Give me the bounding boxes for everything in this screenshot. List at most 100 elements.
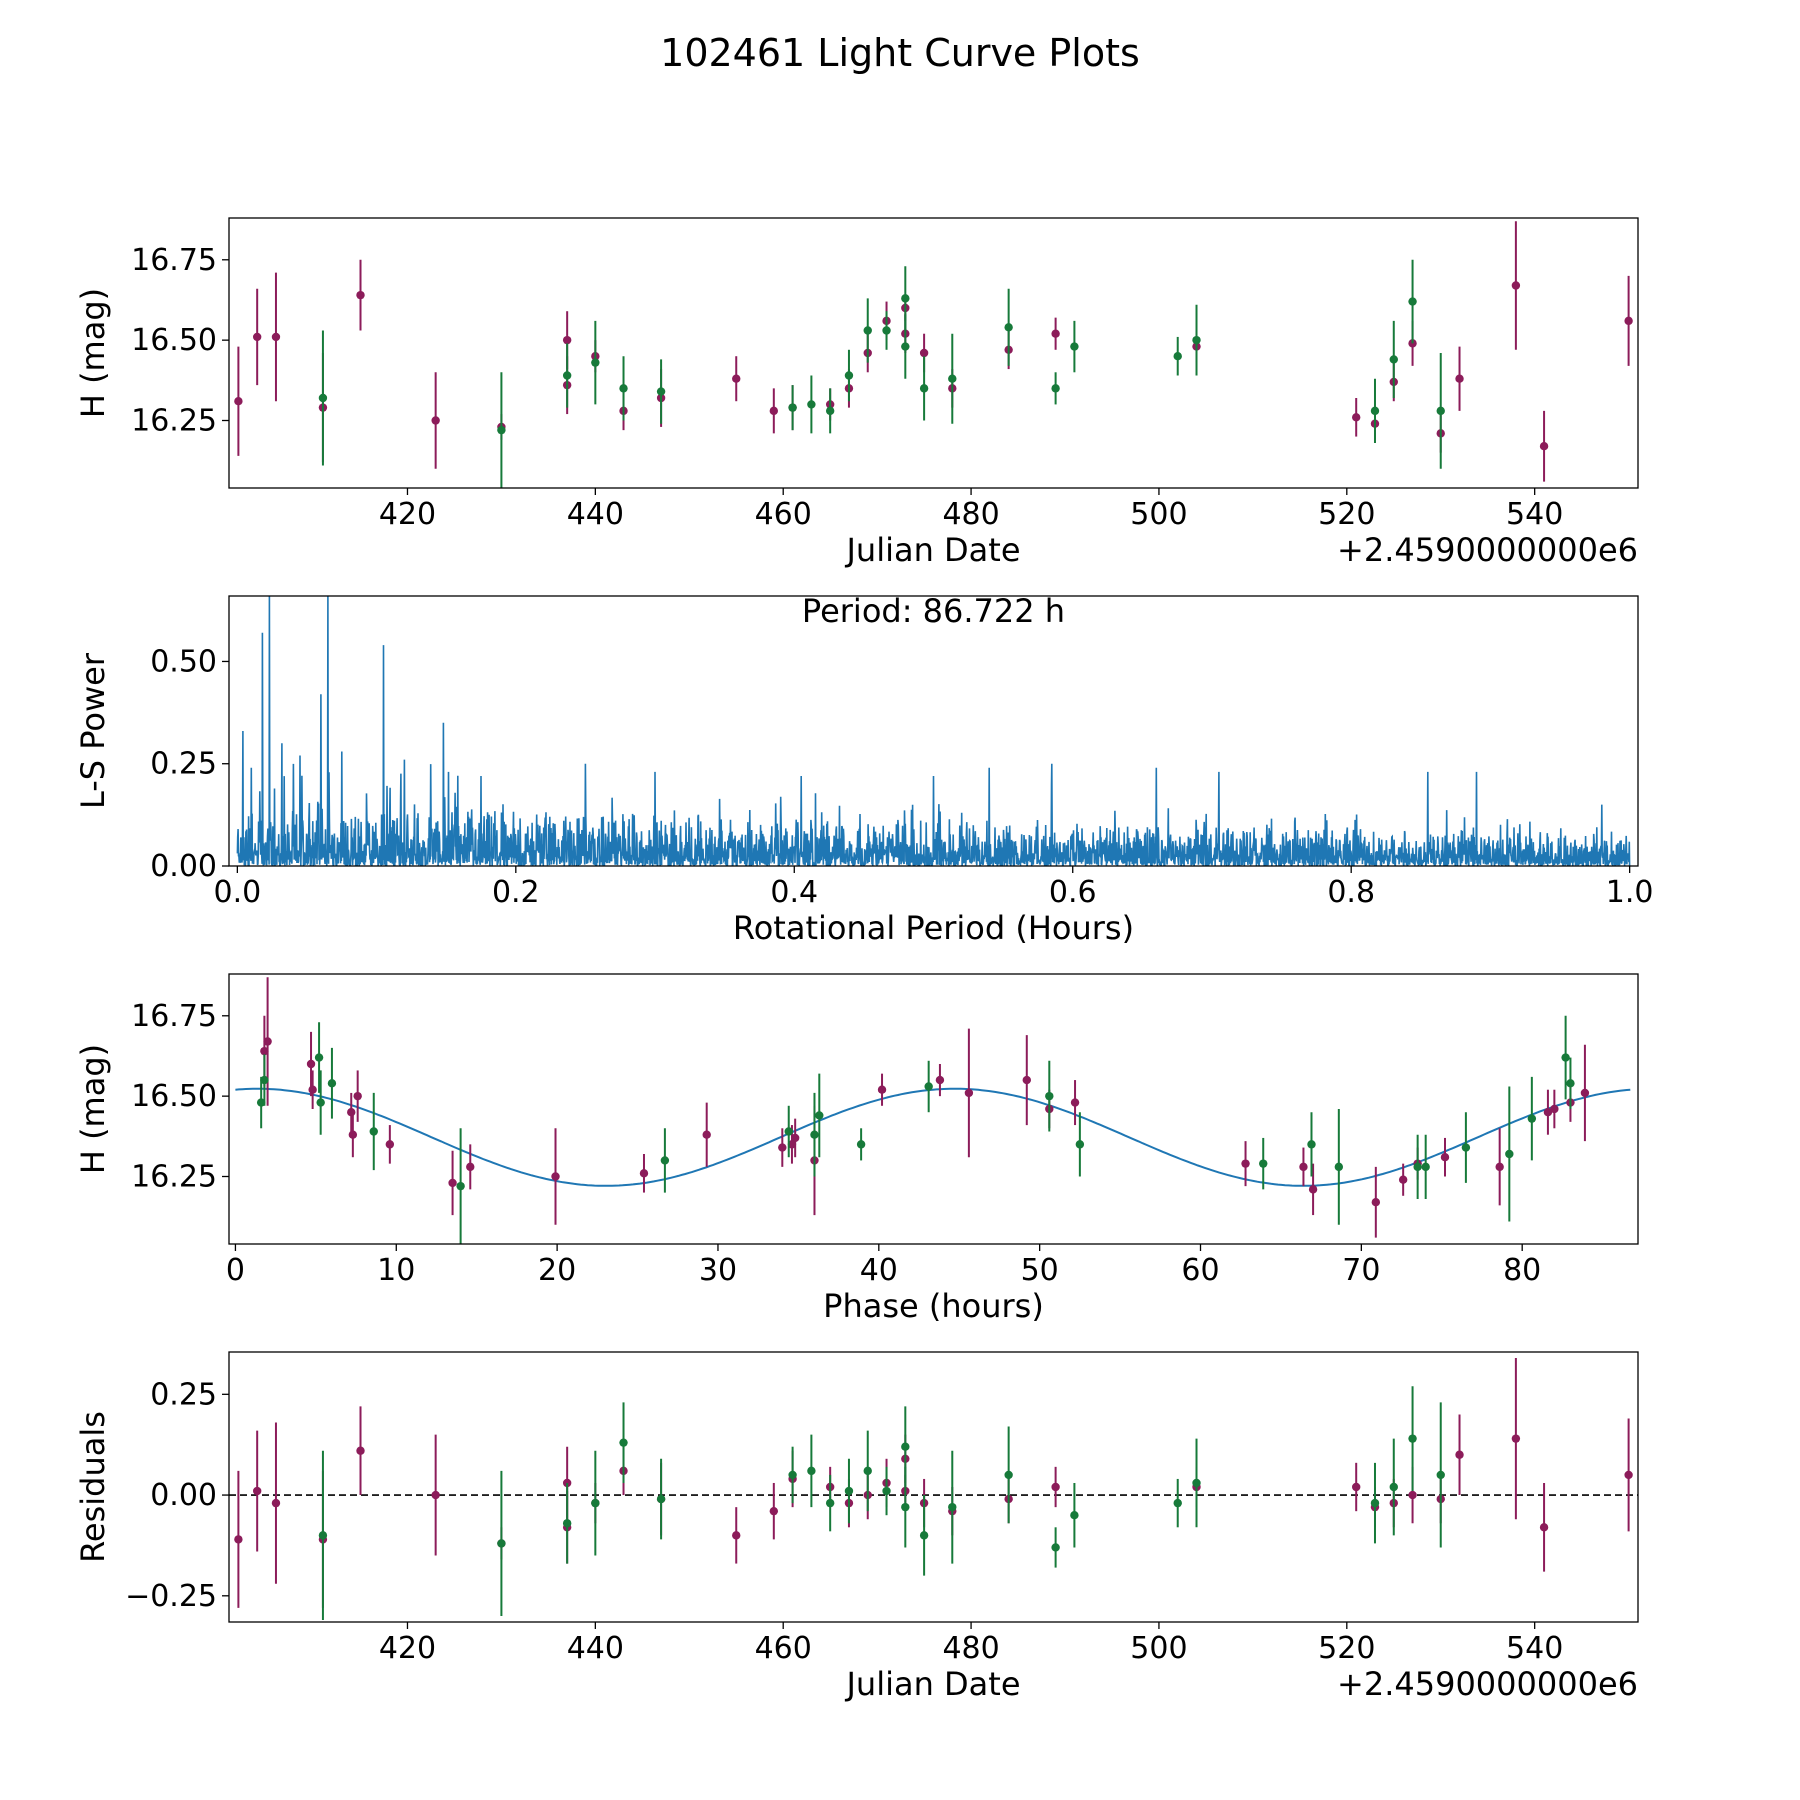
data-point [1051,1482,1060,1492]
data-point [1308,1185,1318,1194]
data-point [1259,1159,1268,1168]
data-point [619,384,628,393]
x-tick-label: 500 [1130,497,1187,532]
data-point [327,1079,337,1088]
data-point [497,425,506,435]
data-point [234,397,243,406]
data-point [353,1091,362,1101]
data-point [919,348,929,358]
x-tick-label: 480 [942,1631,999,1666]
data-point [1307,1140,1316,1149]
x-tick-label: 1.0 [1606,875,1654,910]
periodogram-line [236,596,1631,866]
data-point [863,326,872,335]
y-tick-label: 16.50 [131,1079,217,1114]
data-point [1075,1140,1085,1149]
data-point [1051,1543,1060,1552]
data-point [1299,1162,1308,1172]
data-point [1624,316,1633,326]
data-point [271,1498,281,1508]
y-tick-label: 0.50 [150,644,217,679]
data-point [466,1162,475,1172]
data-point [844,371,854,380]
data-point [1192,1478,1201,1488]
data-point [308,1085,317,1094]
x-tick-label: 80 [1503,1253,1541,1288]
data-point [901,1502,910,1512]
data-point [1352,413,1361,422]
data-point [591,1498,600,1508]
data-point [882,326,891,335]
data-point [431,416,440,425]
x-tick-label: 40 [860,1253,898,1288]
x-tick-label: 460 [755,497,812,532]
y-tick-label: 0.00 [150,1478,217,1513]
data-point [1370,406,1380,416]
data-point [1352,1482,1361,1492]
x-tick-label: 60 [1181,1253,1219,1288]
x-axis-label: Rotational Period (Hours) [733,909,1134,947]
data-point [562,1519,572,1528]
data-point [919,1531,929,1540]
data-point [1624,1470,1633,1480]
data-point [347,1108,356,1117]
phased-curve-panel: 0 10 20 30 40 50 60 70 80 16.25 16.50 16.75 Phase (h… [74,973,1639,1325]
data-point [234,1535,243,1544]
plot-frame [228,595,1639,867]
data-point [964,1088,974,1098]
data-point [1440,1153,1450,1162]
data-points [234,1358,1633,1620]
x-tick-label: 460 [755,1631,812,1666]
data-point [732,374,741,383]
data-point [810,1130,819,1139]
data-point [1421,1162,1430,1172]
data-point [562,371,572,380]
data-point [807,1466,816,1476]
plot-frame [228,1351,1639,1623]
x-tick-label: 540 [1506,1631,1563,1666]
data-point [660,1156,670,1165]
data-point [1045,1091,1054,1101]
data-point [1070,1098,1080,1107]
y-tick-label: 0.25 [150,747,217,782]
data-point [1408,297,1417,306]
data-point [1398,1175,1408,1184]
data-point [316,1098,325,1107]
data-point [901,294,910,303]
data-point [318,393,328,403]
data-point [948,374,957,383]
light-curve-panel: 420 440 460 480 500 520 540 16.25 16.50 16.75 Juli… [74,217,1639,569]
plot-frame [228,217,1639,489]
x-tick-label: 0 [226,1253,245,1288]
data-point [1561,1053,1570,1062]
y-axis-label: H (mag) [74,1044,112,1174]
data-point [639,1169,649,1178]
data-point [1461,1143,1471,1152]
data-point [901,342,910,351]
data-point [1413,1162,1422,1172]
x-tick-label: 70 [1342,1253,1380,1288]
x-tick-label: 0.6 [1049,875,1097,910]
data-point [1389,1482,1398,1492]
data-point [1408,1490,1417,1500]
data-point [1566,1079,1575,1088]
data-point [825,1498,835,1508]
data-point [1051,329,1060,338]
x-tick-label: 0.2 [492,875,540,910]
y-axis-label: Residuals [74,1411,112,1563]
data-point [348,1130,358,1139]
data-point [356,290,365,300]
x-tick-label: 480 [942,497,999,532]
data-point [1241,1159,1250,1168]
x-tick-label: 440 [567,497,624,532]
data-point [877,1085,887,1094]
data-point [591,358,600,367]
x-tick-label: 30 [699,1253,737,1288]
data-point [260,1075,269,1085]
data-point [1455,1450,1464,1459]
residuals-panel: 420 440 460 480 500 520 540 −0.25 0.00 0.25 Julian… [74,1351,1639,1703]
data-point [788,403,797,412]
data-point [1070,1511,1079,1520]
data-point [788,1470,797,1480]
data-point [263,1037,272,1046]
